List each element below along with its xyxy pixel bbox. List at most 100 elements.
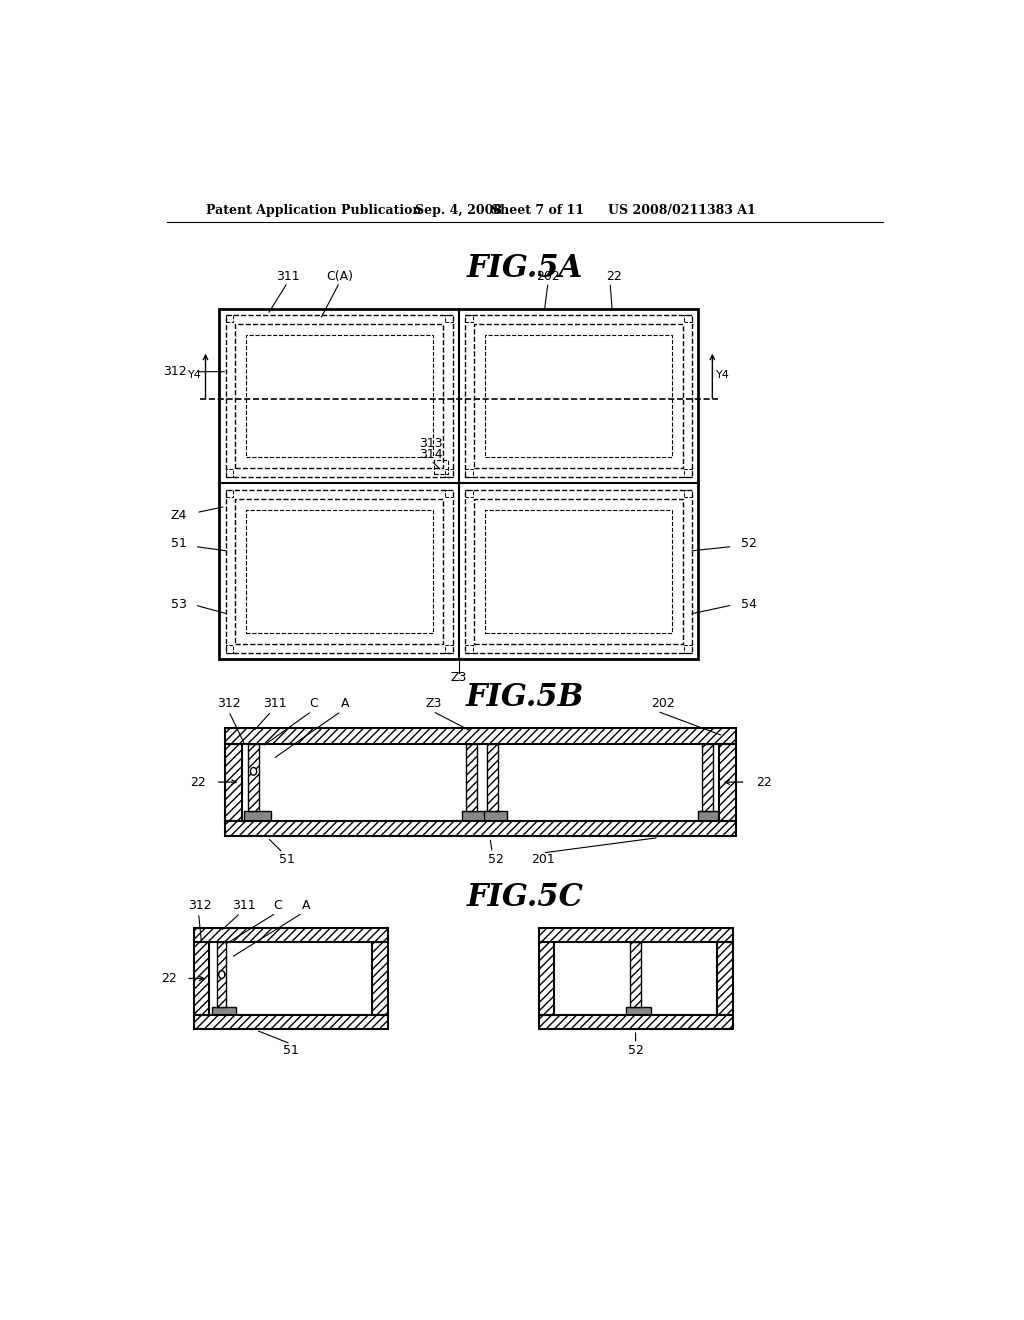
Bar [194, 1015, 388, 1028]
Text: Z3: Z3 [451, 671, 467, 684]
Bar [465, 490, 473, 498]
Text: 202: 202 [651, 697, 675, 710]
Bar [248, 743, 259, 812]
Bar [702, 743, 713, 812]
Text: 51: 51 [283, 1044, 299, 1056]
Bar [702, 743, 713, 812]
Bar [194, 928, 388, 942]
Bar [717, 942, 732, 1015]
Text: FIG.5A: FIG.5A [467, 253, 583, 284]
Bar [217, 942, 226, 1007]
Text: C: C [309, 697, 318, 710]
Bar [245, 812, 270, 821]
Text: Sep. 4, 2008: Sep. 4, 2008 [415, 205, 502, 218]
Bar [539, 1015, 732, 1028]
Text: A: A [302, 899, 310, 912]
Bar [225, 729, 736, 743]
Bar [465, 314, 692, 478]
Bar [465, 470, 473, 478]
Bar [225, 490, 233, 498]
Bar [465, 490, 692, 653]
Bar [225, 314, 233, 322]
Bar [225, 314, 453, 478]
Bar [630, 942, 641, 1007]
Bar [445, 314, 453, 322]
Bar [466, 743, 477, 812]
Text: 202: 202 [537, 269, 560, 282]
Text: A: A [341, 697, 349, 710]
Bar [627, 1007, 651, 1015]
Bar [684, 314, 692, 322]
Text: 22: 22 [161, 972, 177, 985]
Bar [248, 743, 259, 812]
Bar [194, 942, 209, 1015]
Text: 51: 51 [279, 853, 295, 866]
Bar [372, 942, 388, 1015]
Bar [474, 323, 683, 469]
Bar [217, 942, 226, 1007]
Bar [219, 309, 698, 659]
Bar [246, 335, 432, 457]
Bar [212, 1007, 236, 1015]
Bar [234, 323, 443, 469]
Bar [684, 645, 692, 653]
Text: 314: 314 [419, 447, 442, 461]
Bar [485, 335, 672, 457]
Ellipse shape [251, 767, 257, 775]
Text: 22: 22 [606, 269, 622, 282]
Bar [474, 499, 683, 644]
Bar [465, 314, 473, 322]
Bar [539, 928, 732, 942]
Text: 312: 312 [217, 697, 241, 710]
Bar [719, 743, 736, 821]
Text: 313: 313 [419, 437, 442, 450]
Text: 201: 201 [530, 853, 555, 866]
Bar [539, 1015, 732, 1028]
Bar [539, 928, 732, 942]
Bar [486, 743, 498, 812]
Bar [462, 812, 486, 821]
Bar [225, 743, 242, 821]
Text: 311: 311 [232, 899, 256, 912]
Bar [246, 510, 432, 632]
Bar [225, 821, 736, 836]
Text: Z4: Z4 [171, 510, 187, 523]
Bar [483, 812, 507, 821]
Text: 52: 52 [741, 537, 757, 550]
Text: US 2008/0211383 A1: US 2008/0211383 A1 [608, 205, 757, 218]
Text: Y4: Y4 [716, 370, 730, 380]
Bar [445, 645, 453, 653]
Text: 311: 311 [263, 697, 287, 710]
Bar [225, 743, 242, 821]
Bar [225, 821, 736, 836]
Text: 52: 52 [628, 1044, 643, 1056]
Bar [485, 510, 672, 632]
Bar [466, 743, 477, 812]
Text: 22: 22 [756, 776, 771, 788]
Text: C: C [273, 899, 282, 912]
Text: Patent Application Publication: Patent Application Publication [206, 205, 421, 218]
Text: Y4: Y4 [187, 370, 202, 380]
Text: 54: 54 [741, 598, 757, 611]
Ellipse shape [219, 970, 225, 978]
Bar [194, 928, 388, 942]
Bar [225, 490, 453, 653]
Text: 53: 53 [171, 598, 187, 611]
Bar [486, 743, 498, 812]
Text: C(A): C(A) [326, 269, 353, 282]
Text: 22: 22 [189, 776, 206, 788]
Bar [434, 461, 449, 474]
Bar [684, 470, 692, 478]
Bar [465, 645, 473, 653]
Bar [194, 1015, 388, 1028]
Text: Z3: Z3 [426, 697, 442, 710]
Bar [234, 499, 443, 644]
Bar [445, 490, 453, 498]
Bar [372, 942, 388, 1015]
Text: FIG.5B: FIG.5B [466, 682, 584, 713]
Bar [194, 942, 209, 1015]
Bar [684, 490, 692, 498]
Bar [630, 942, 641, 1007]
Bar [225, 470, 233, 478]
Bar [539, 942, 554, 1015]
